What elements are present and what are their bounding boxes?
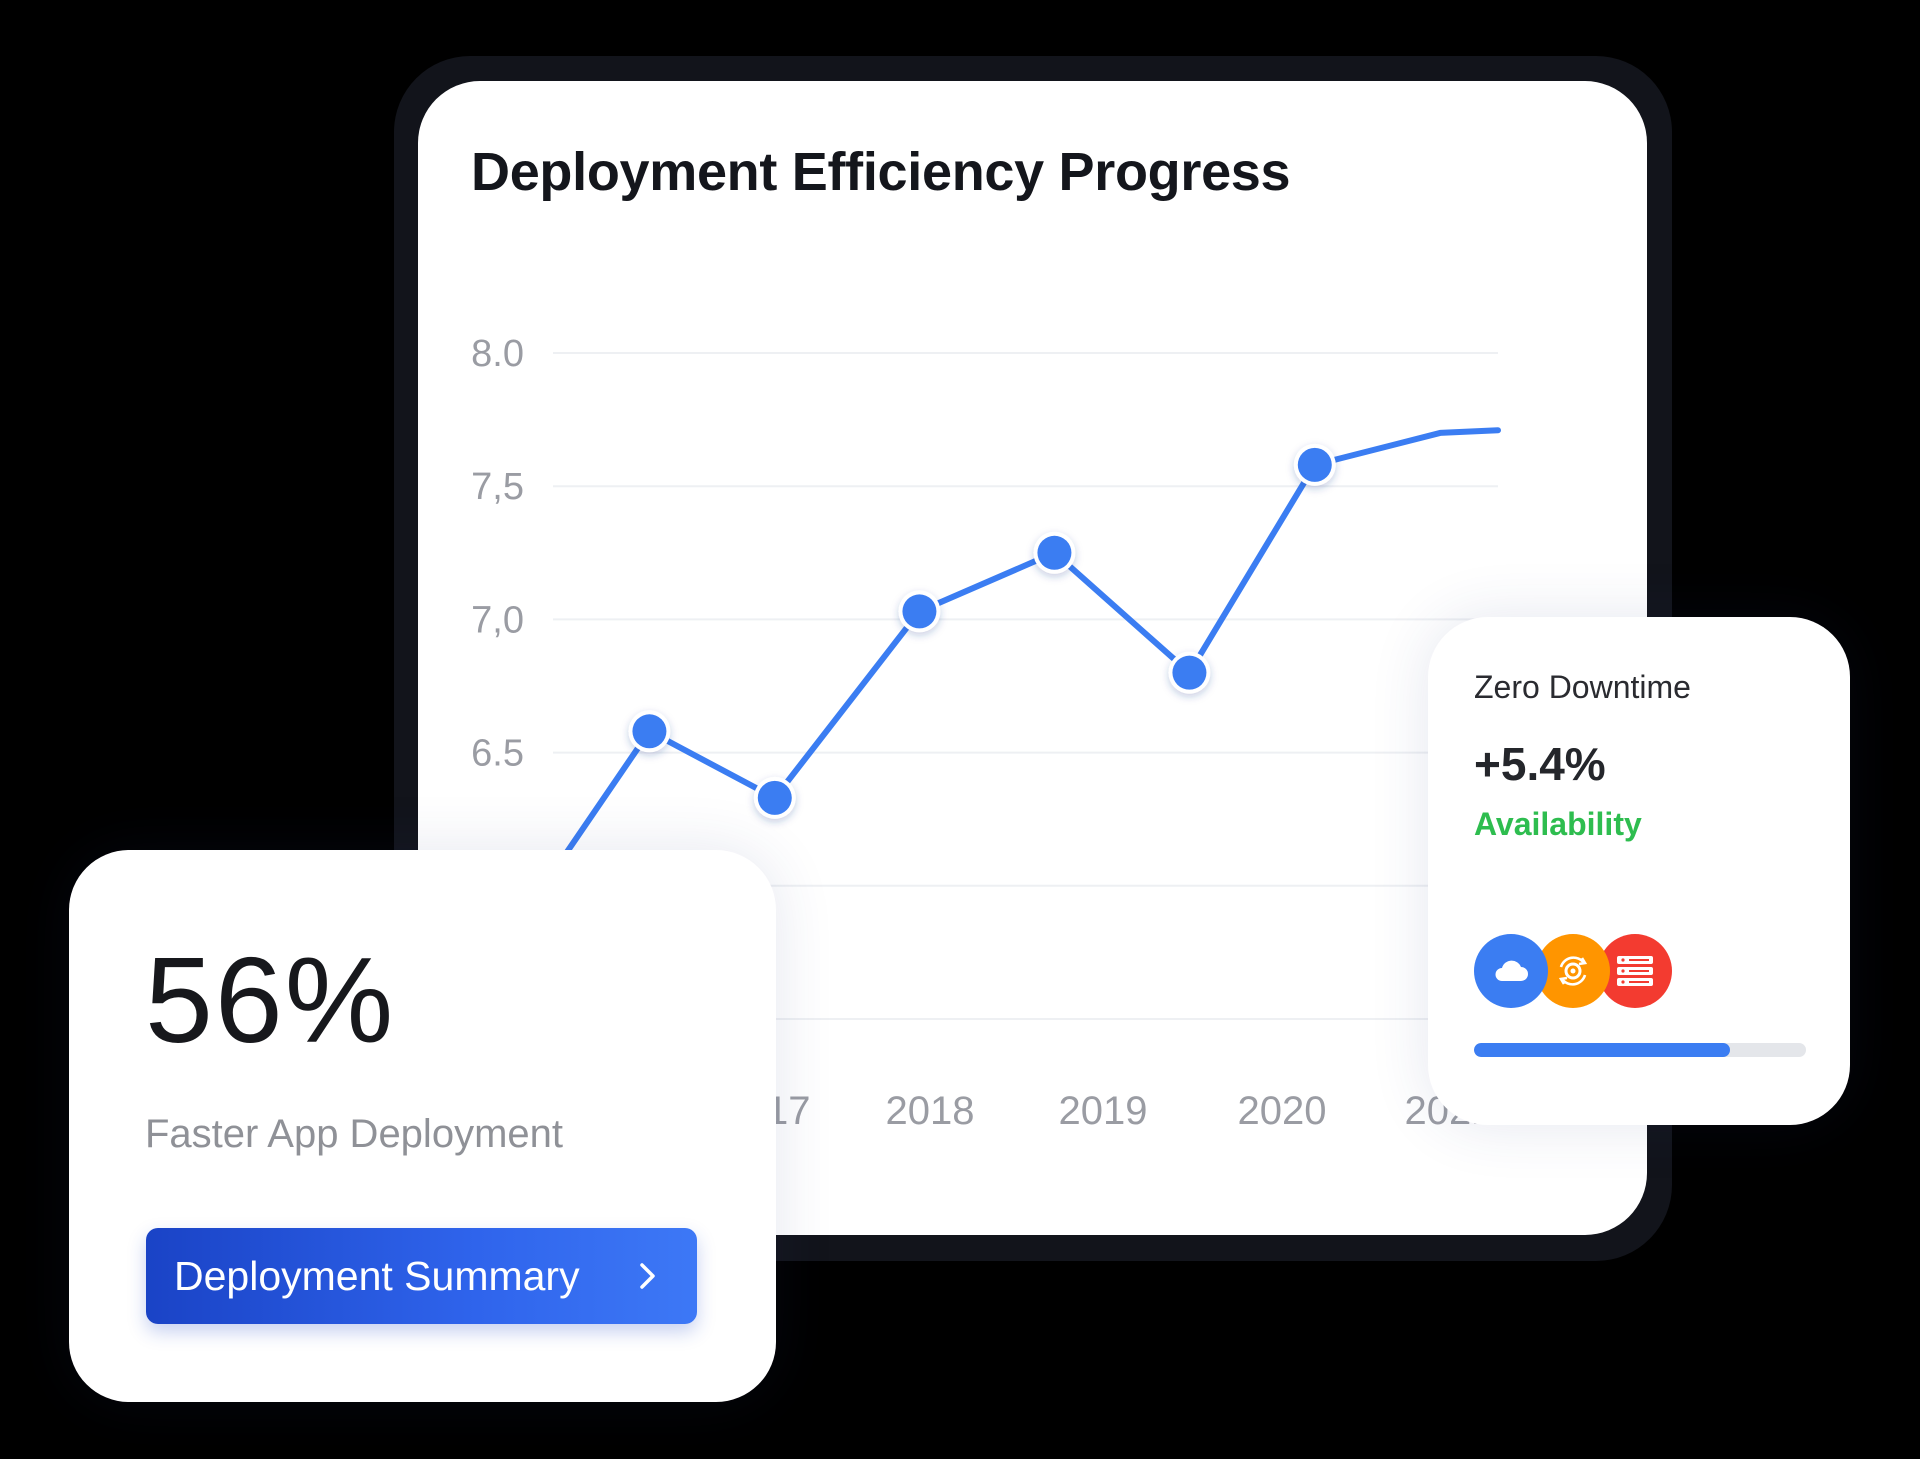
y-tick-label: 7,5 bbox=[471, 466, 524, 508]
line-chart: 8.07,57,06.520172018201920202021 bbox=[471, 333, 1501, 1133]
server-icon bbox=[1598, 934, 1672, 1008]
data-point bbox=[1037, 535, 1072, 570]
stat-value: 56% bbox=[145, 932, 396, 1068]
availability-progress-fill bbox=[1474, 1043, 1730, 1057]
zero-downtime-card: Zero Downtime +5.4% Availability bbox=[1428, 617, 1850, 1125]
deployment-stat-card: 56% Faster App Deployment Deployment Sum… bbox=[69, 850, 776, 1402]
x-tick-label: 2020 bbox=[1238, 1089, 1327, 1133]
service-icon-stack bbox=[1474, 934, 1674, 1008]
uptime-value: +5.4% bbox=[1474, 738, 1606, 790]
y-tick-label: 7,0 bbox=[471, 599, 524, 641]
data-point bbox=[1297, 447, 1332, 482]
chart-title: Deployment Efficiency Progress bbox=[471, 142, 1291, 202]
uptime-title: Zero Downtime bbox=[1474, 669, 1691, 705]
data-point bbox=[1172, 655, 1207, 690]
cloud-icon bbox=[1474, 934, 1548, 1008]
x-tick-label: 2019 bbox=[1059, 1089, 1148, 1133]
y-tick-label: 8.0 bbox=[471, 333, 524, 375]
deployment-summary-button[interactable]: Deployment Summary bbox=[146, 1228, 697, 1324]
chevron-right-icon bbox=[640, 1263, 655, 1289]
series-line bbox=[550, 427, 1501, 876]
data-point bbox=[757, 780, 792, 815]
deployment-summary-button-label: Deployment Summary bbox=[174, 1252, 580, 1299]
data-point bbox=[902, 594, 937, 629]
stat-label: Faster App Deployment bbox=[145, 1112, 563, 1156]
availability-label: Availability bbox=[1474, 806, 1642, 842]
data-point bbox=[632, 714, 667, 749]
y-tick-label: 6.5 bbox=[471, 733, 524, 775]
availability-progress-bar bbox=[1474, 1043, 1806, 1057]
x-tick-label: 2018 bbox=[886, 1089, 975, 1133]
gear-sync-icon bbox=[1536, 934, 1610, 1008]
